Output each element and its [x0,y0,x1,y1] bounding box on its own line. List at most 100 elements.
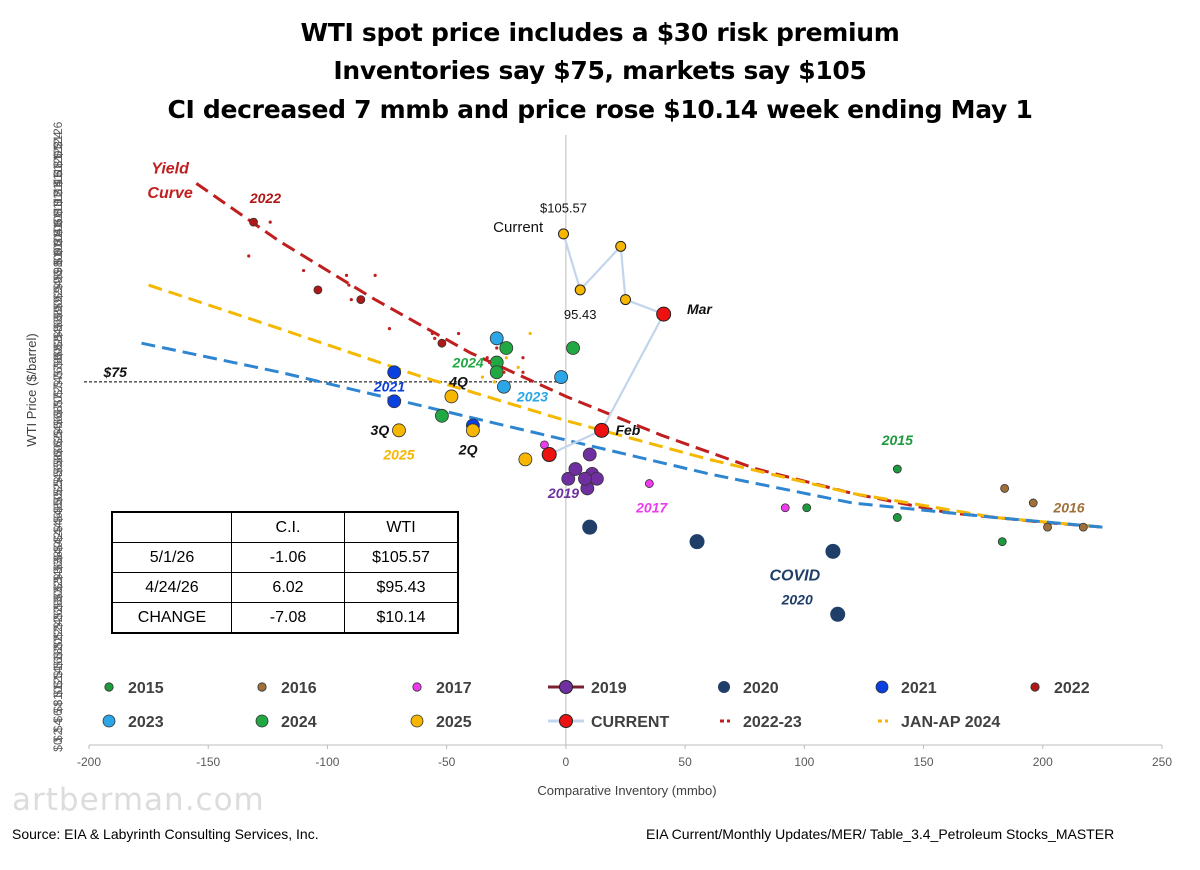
y-tick-label: $2 [51,728,65,742]
legend-marker [559,714,573,728]
y-tick-label: $30 [51,589,65,609]
x-axis-title: Comparative Inventory (mmbo) [537,783,716,798]
y-tick-label: $12 [51,677,65,697]
ci-table-row: CHANGE -7.08 $10.14 [111,602,459,634]
annotation-label: COVID [769,567,820,584]
y-axis-title: WTI Price ($/barrel) [24,333,39,446]
data-point-2024 [434,408,449,423]
annotation-label: Yield [151,161,190,178]
legend-label: 2016 [281,680,317,697]
y-tick-label: $0 [51,738,65,752]
data-point-2020 [689,534,705,550]
data-point-2020 [582,519,598,535]
y-tick-label: $78 [51,357,65,377]
current-point [558,228,570,240]
ci-table-cell: $105.57 [344,542,459,573]
ci-table-header-cell: WTI [344,511,459,543]
annotation-label: 2015 [881,432,913,448]
y-tick-label: $80 [51,347,65,367]
y-tick-label: $60 [51,444,65,464]
y-tick-label: $126 [51,121,65,148]
legend-label: 2021 [901,680,937,697]
data-dot-yield_curve [430,331,434,336]
current-point [594,422,610,438]
y-tick-label: $16 [51,657,65,677]
data-point-2022 [249,217,258,227]
data-dot-yield_curve [302,268,306,273]
y-tick-label: $108 [51,208,65,235]
annotation-label: $75 [103,364,128,380]
legend-label: 2019 [591,680,627,697]
chart-title-line-1: WTI spot price includes a $30 risk premi… [300,18,900,47]
data-point-2015 [802,503,812,513]
legend-label: 2015 [128,680,164,697]
annotation-label: 2025 [382,446,414,462]
ci-table-row: 5/1/26 -1.06 $105.57 [111,542,459,573]
y-tick-label: $86 [51,318,65,338]
data-dot-jan_ap_2024 [516,365,520,369]
ci-table-cell: 6.02 [231,572,345,603]
legend-marker [410,714,424,728]
y-tick-label: $110 [51,199,65,225]
ci-table-cell: 4/24/26 [111,572,232,603]
y-tick-label: $48 [51,502,65,522]
y-tick-label: $18 [51,648,65,668]
ci-table-header-cell: C.I. [231,511,345,543]
legend-label: 2022 [1054,680,1090,697]
legend-marker [255,714,269,728]
data-dot-yield_curve [485,356,489,360]
y-tick-label: $96 [51,270,65,290]
data-dot-jan_ap_2024 [528,331,532,336]
y-tick-label: $20 [51,638,65,658]
data-dot-jan_ap_2024 [504,356,508,360]
y-tick-label: $114 [51,180,65,206]
data-point-2015 [892,513,902,522]
y-tick-label: $6 [51,709,65,723]
y-tick-label: $28 [51,599,65,619]
annotation-label: 2Q [458,442,478,458]
annotation-label: 2023 [516,388,548,404]
y-tick-label: $112 [51,190,65,216]
annotation-label: Curve [147,185,192,202]
trend-line-fit_blue [141,341,1103,529]
data-point-2021 [387,394,402,409]
legend-marker [412,682,422,692]
x-tick-label: 150 [914,755,934,769]
legend-label: 2022-23 [743,714,802,731]
x-tick-label: -100 [315,755,339,769]
legend-marker [1030,682,1040,692]
data-point-2025 [465,423,480,438]
y-tick-label: $26 [51,609,65,629]
current-point [615,240,627,252]
data-point-2016 [1000,484,1010,493]
data-dot-jan_ap_2024 [492,380,496,384]
ci-table-cell: -1.06 [231,542,345,573]
y-tick-label: $52 [51,483,65,503]
legend-marker [718,681,730,693]
annotation-label: 2022 [249,190,281,206]
ci-table: C.I. WTI 5/1/26 -1.06 $105.57 4/24/26 6.… [111,511,459,634]
annotation-label: $105.57 [540,200,587,215]
y-tick-label: $58 [51,454,65,474]
x-tick-label: 0 [563,755,570,769]
annotation-label: 2019 [547,485,579,501]
data-point-2019 [568,462,583,476]
y-tick-label: $124 [51,131,65,158]
data-point-2019 [561,471,576,486]
annotation-label: 4Q [448,374,468,390]
data-point-2016 [1028,498,1038,508]
y-tick-label: $106 [51,218,65,245]
legend-marker [875,680,889,694]
data-dot-yield_curve [373,273,377,277]
annotation-label: Mar [687,301,713,317]
data-point-2015 [997,537,1007,547]
x-tick-label: 100 [794,755,814,769]
x-tick-label: 200 [1033,755,1053,769]
ci-table-cell: $10.14 [344,602,459,634]
data-point-2016 [1078,522,1088,532]
legend-marker [102,714,116,728]
annotation-label: 3Q [371,422,390,438]
y-tick-label: $120 [51,150,65,177]
y-tick-label: $40 [51,541,65,561]
